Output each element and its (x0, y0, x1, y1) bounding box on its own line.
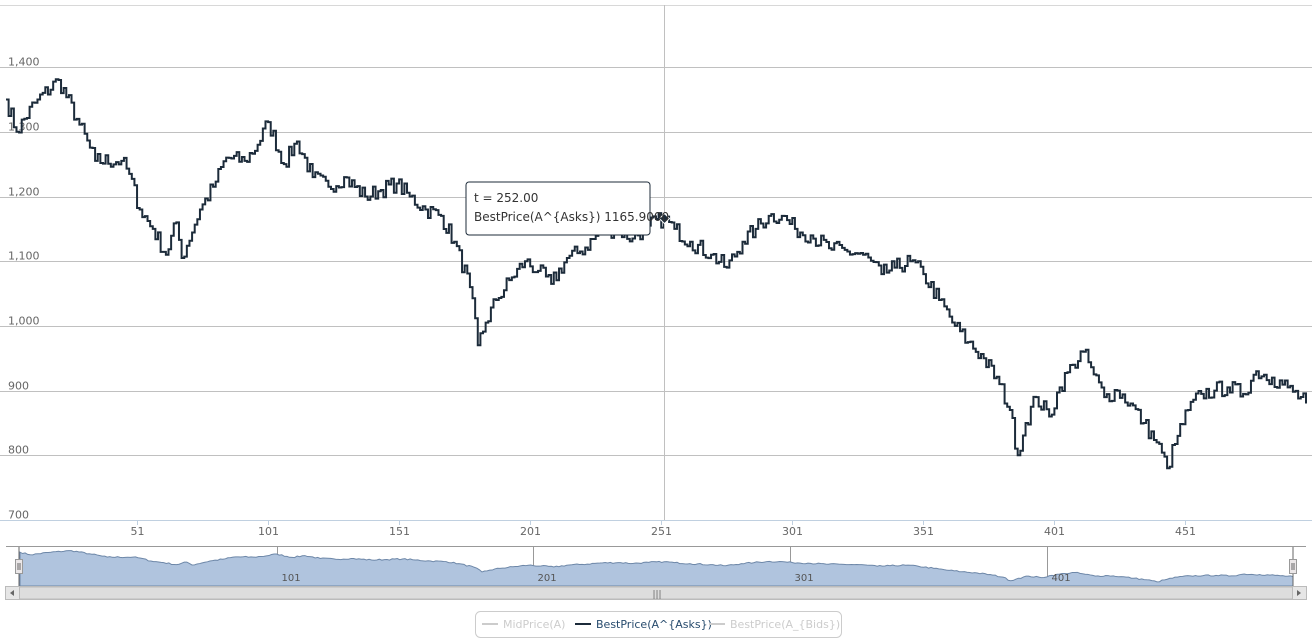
x-tick-label: 151 (389, 525, 410, 538)
scroll-right-arrow-icon (1297, 590, 1301, 596)
y-tick-label: 1,200 (8, 186, 40, 199)
tooltip-time: t = 252.00 (474, 191, 538, 205)
y-tick-label: 900 (8, 380, 29, 393)
hover-marker (658, 212, 671, 225)
scrollbar[interactable]: ||| (5, 586, 1307, 601)
legend-bids-label: BestPrice(A_{Bids}) (730, 618, 840, 631)
x-axis: 51 101 151 201 251 301 351 401 451 (0, 520, 1312, 538)
x-tick-label: 401 (1044, 525, 1065, 538)
y-tick-label: 1,400 (8, 56, 40, 69)
legend-item-bestprice-asks[interactable]: BestPrice(A^{Asks}) (575, 618, 712, 631)
navigator-tick-label: 201 (538, 573, 557, 584)
legend-asks-label: BestPrice(A^{Asks}) (596, 618, 712, 631)
tooltip-value: BestPrice(A^{Asks}) 1165.9000 (474, 210, 669, 224)
legend-item-midprice[interactable]: MidPrice(A) (482, 618, 565, 631)
navigator-tick-label: 101 (282, 573, 301, 584)
scrollbar-grip-icon: ||| (652, 590, 661, 600)
x-tick-label: 301 (782, 525, 803, 538)
y-tick-label: 1,000 (8, 315, 40, 328)
x-tick-label: 451 (1175, 525, 1196, 538)
x-tick-label: 351 (913, 525, 934, 538)
grid-lines (0, 67, 1312, 456)
x-tick-label: 51 (131, 525, 145, 538)
y-tick-label: 1,300 (8, 121, 40, 134)
y-tick-label: 700 (8, 509, 29, 522)
legend-midprice-label: MidPrice(A) (503, 618, 565, 631)
navigator-tick-label: 301 (795, 573, 814, 584)
series-line-bestprice-asks (6, 78, 1307, 470)
y-tick-label: 1,100 (8, 250, 40, 263)
scroll-left-arrow-icon (10, 590, 14, 596)
x-tick-label: 101 (258, 525, 279, 538)
legend-item-bestprice-bids[interactable]: BestPrice(A_{Bids}) (709, 618, 840, 631)
y-tick-label: 800 (8, 444, 29, 457)
legend-box (475, 611, 842, 638)
scrollbar-thumb[interactable] (19, 586, 1293, 600)
navigator-labels: 101 201 301 401 (282, 573, 1071, 584)
x-tick-label: 251 (651, 525, 672, 538)
navigator-area (19, 550, 1294, 587)
navigator-tick-label: 401 (1052, 573, 1071, 584)
crosshair-layer (658, 5, 671, 520)
y-axis-labels: 700 800 900 1,000 1,100 1,200 1,300 1,400 (8, 56, 40, 522)
navigator-right-handle[interactable] (1289, 547, 1297, 587)
tooltip: t = 252.00 BestPrice(A^{Asks}) 1165.9000 (465, 181, 669, 236)
navigator-left-handle[interactable] (15, 547, 23, 587)
x-tick-label: 201 (520, 525, 541, 538)
tooltip-box (465, 181, 651, 236)
series-layer (6, 78, 1307, 470)
navigator[interactable]: 101 201 301 401 (6, 546, 1306, 588)
legend: MidPrice(A) BestPrice(A^{Asks}) BestPric… (475, 611, 842, 638)
